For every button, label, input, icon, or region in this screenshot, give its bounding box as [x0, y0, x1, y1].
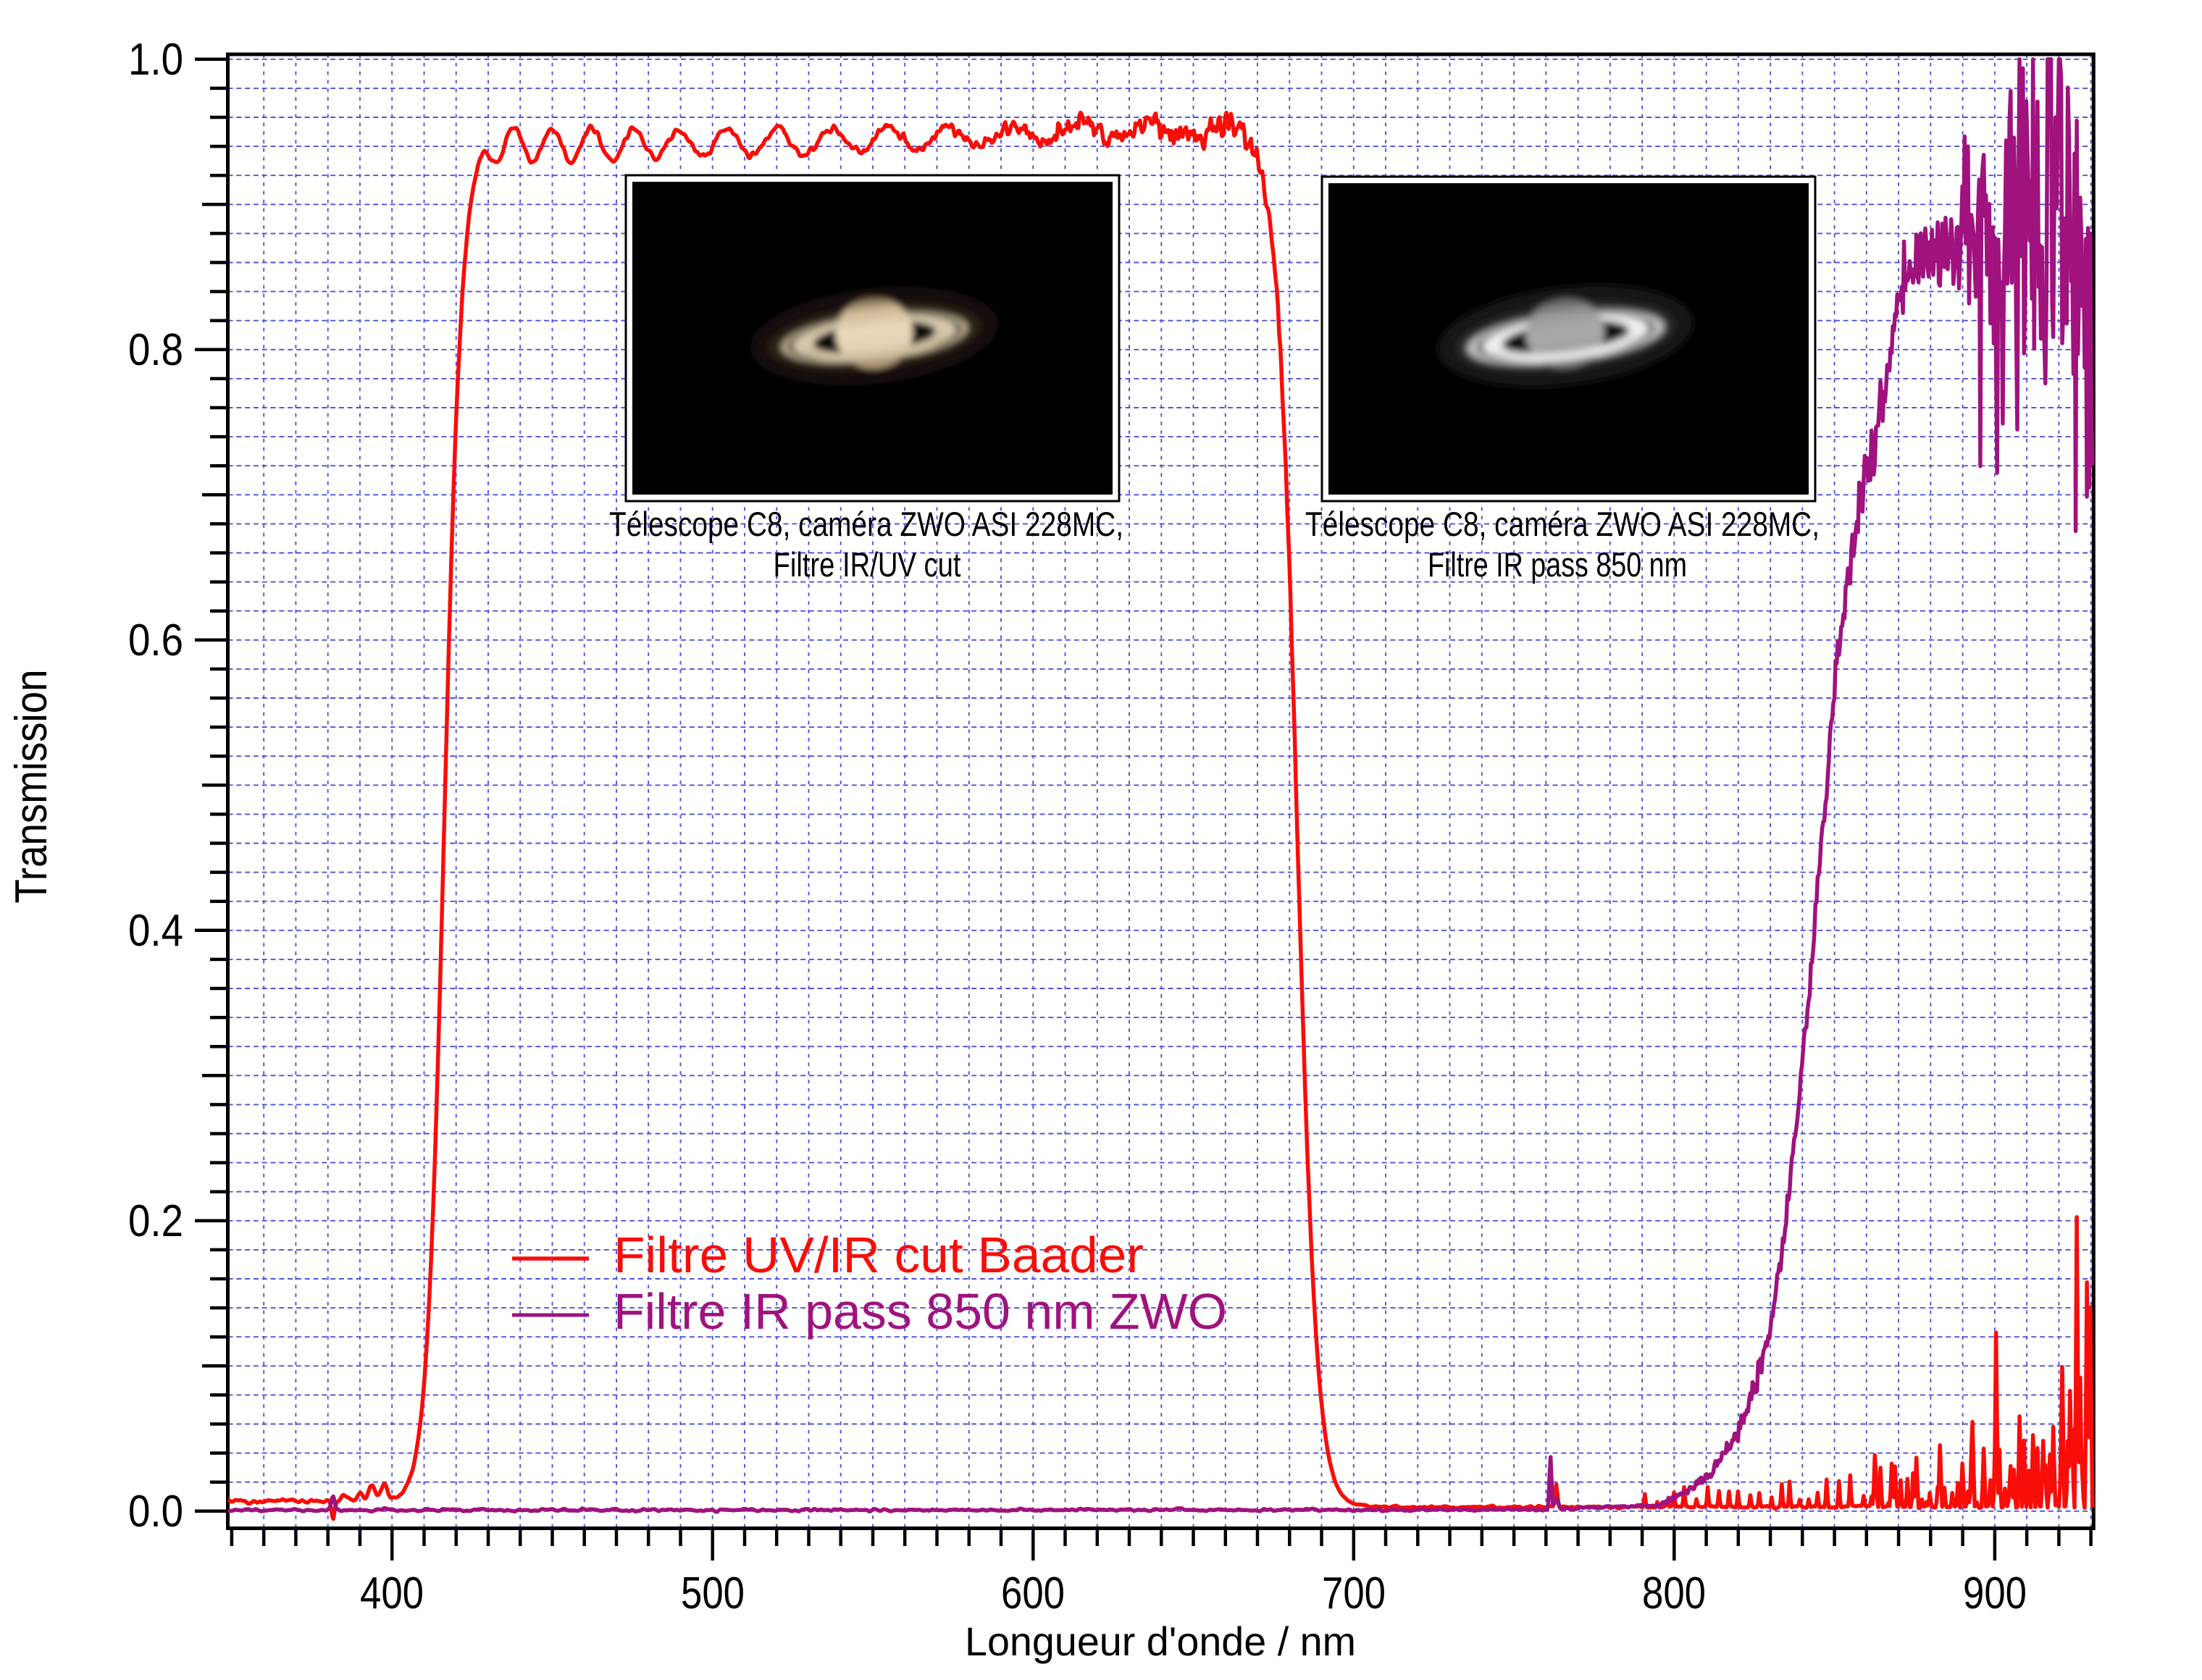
svg-text:900: 900	[1963, 1568, 2027, 1618]
svg-text:Longueur d'onde / nm: Longueur d'onde / nm	[965, 1618, 1356, 1664]
svg-text:Filtre IR pass 850 nm ZWO: Filtre IR pass 850 nm ZWO	[614, 1283, 1227, 1340]
svg-text:Filtre IR pass 850 nm: Filtre IR pass 850 nm	[1428, 545, 1687, 584]
svg-text:0.4: 0.4	[128, 906, 183, 956]
svg-text:Télescope C8, caméra ZWO ASI 2: Télescope C8, caméra ZWO ASI 228MC,	[1305, 505, 1820, 543]
svg-text:Filtre IR/UV cut: Filtre IR/UV cut	[774, 545, 961, 584]
svg-text:700: 700	[1322, 1568, 1386, 1618]
svg-text:1.0: 1.0	[128, 35, 183, 85]
svg-text:500: 500	[681, 1568, 745, 1618]
svg-text:0.6: 0.6	[128, 616, 183, 665]
svg-text:600: 600	[1001, 1568, 1065, 1618]
svg-text:400: 400	[360, 1568, 424, 1618]
svg-text:0.8: 0.8	[128, 325, 183, 375]
svg-text:0.0: 0.0	[128, 1487, 183, 1537]
svg-text:Télescope C8, caméra ZWO ASI 2: Télescope C8, caméra ZWO ASI 228MC,	[609, 505, 1123, 543]
svg-text:800: 800	[1642, 1568, 1706, 1618]
svg-text:Transmission: Transmission	[7, 670, 56, 904]
svg-text:0.2: 0.2	[128, 1196, 183, 1246]
svg-text:Filtre UV/IR cut Baader: Filtre UV/IR cut Baader	[614, 1227, 1144, 1283]
